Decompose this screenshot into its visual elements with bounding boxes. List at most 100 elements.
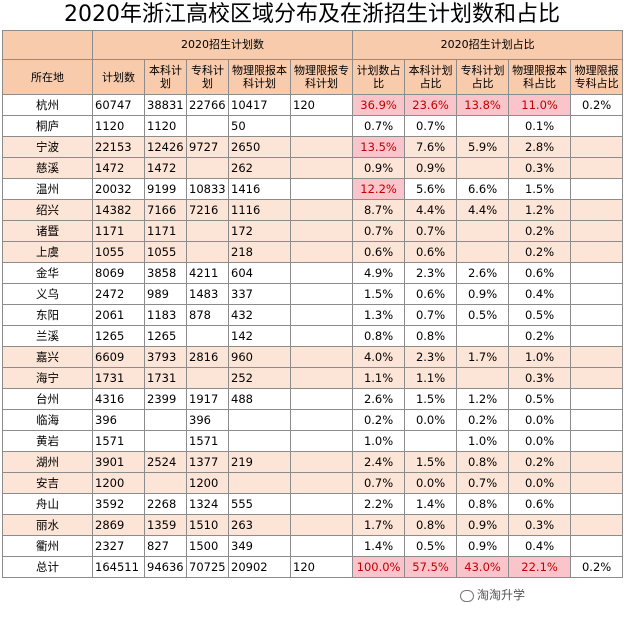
phys-ug-cell: 960 [228,346,291,368]
phys-ug-cell: 349 [228,535,291,557]
ug-ratio-cell: 5.6% [404,178,458,200]
table-row: 金华 8069 3858 4211 604 4.9% 2.3% 2.6% 0.6% [2,262,624,284]
phys-col-ratio-cell [570,451,624,473]
header-college: 专科计划 [186,59,229,95]
total-ratio-cell: 4.9% [352,262,406,284]
total-cell: 3592 [92,493,145,515]
header-phys-col: 物理限报专科计划 [289,59,354,95]
table-row: 杭州 60747 38831 22766 10417 120 36.9% 23.6% 13.8%… [2,94,624,116]
college-cell: 22766 [186,94,229,116]
table-row: 总计 164511 94636 70725 20902 120 100.0% 57.5% 43.… [2,556,624,578]
city-cell: 绍兴 [2,199,93,221]
phys-col-cell [289,241,354,263]
phys-ug-cell: 50 [228,115,291,137]
phys-col-ratio-cell [570,283,624,305]
city-cell: 杭州 [2,94,93,116]
col-ratio-cell: 0.2% [456,409,510,431]
phys-ug-ratio-cell: 0.5% [508,388,572,410]
total-cell: 60747 [92,94,145,116]
phys-col-cell [289,115,354,137]
phys-ug-ratio-cell: 0.0% [508,472,572,494]
college-cell [186,115,229,137]
college-cell: 1500 [186,535,229,557]
total-ratio-cell: 0.7% [352,115,406,137]
phys-col-ratio-cell [570,115,624,137]
col-ratio-cell: 13.8% [456,94,510,116]
phys-col-ratio-cell [570,325,624,347]
undergrad-cell: 7166 [144,199,187,221]
undergrad-cell: 38831 [144,94,187,116]
phys-col-cell [289,157,354,179]
city-cell: 兰溪 [2,325,93,347]
city-cell: 丽水 [2,514,93,536]
total-ratio-cell: 0.2% [352,409,406,431]
phys-col-ratio-cell [570,535,624,557]
phys-ug-cell: 488 [228,388,291,410]
college-cell: 10833 [186,178,229,200]
phys-ug-cell: 604 [228,262,291,284]
total-cell: 2327 [92,535,145,557]
total-cell: 14382 [92,199,145,221]
table-row: 衢州 2327 827 1500 349 1.4% 0.5% 0.9% 0.4% [2,535,624,557]
phys-col-ratio-cell [570,241,624,263]
table-row: 湖州 3901 2524 1377 219 2.4% 1.5% 0.8% 0.2% [2,451,624,473]
city-cell: 上虞 [2,241,93,263]
phys-ug-ratio-cell: 1.0% [508,346,572,368]
college-cell: 4211 [186,262,229,284]
table-title: 2020年浙江高校区域分布及在浙招生计划数和占比 [64,2,560,27]
ug-ratio-cell: 0.9% [404,157,458,179]
city-cell: 嘉兴 [2,346,93,368]
col-ratio-cell: 6.6% [456,178,510,200]
phys-ug-cell: 219 [228,451,291,473]
col-ratio-cell [456,241,510,263]
header-total: 计划数 [92,59,145,95]
table-row: 诸暨 1171 1171 172 0.7% 0.7% 0.2% [2,220,624,242]
phys-ug-ratio-cell: 11.0% [508,94,572,116]
phys-col-ratio-cell [570,409,624,431]
ug-ratio-cell: 0.8% [404,325,458,347]
college-cell: 9727 [186,136,229,158]
total-ratio-cell: 12.2% [352,178,406,200]
phys-col-cell [289,178,354,200]
college-cell: 1571 [186,430,229,452]
total-cell: 2472 [92,283,145,305]
phys-col-ratio-cell: 0.2% [570,556,624,578]
phys-col-ratio-cell [570,514,624,536]
table-row: 嘉兴 6609 3793 2816 960 4.0% 2.3% 1.7% 1.0% [2,346,624,368]
phys-ug-cell [228,472,291,494]
college-cell [186,367,229,389]
phys-ug-ratio-cell: 0.4% [508,535,572,557]
undergrad-cell: 827 [144,535,187,557]
phys-ug-ratio-cell: 0.4% [508,283,572,305]
total-ratio-cell: 1.7% [352,514,406,536]
total-cell: 1120 [92,115,145,137]
table-row: 舟山 3592 2268 1324 555 2.2% 1.4% 0.8% 0.6% [2,493,624,515]
col-ratio-cell [456,325,510,347]
city-cell: 诸暨 [2,220,93,242]
phys-ug-cell: 1116 [228,199,291,221]
phys-col-cell [289,136,354,158]
ug-ratio-cell: 7.6% [404,136,458,158]
undergrad-cell: 2268 [144,493,187,515]
college-cell: 1200 [186,472,229,494]
college-cell [186,220,229,242]
phys-ug-cell: 142 [228,325,291,347]
col-ratio-cell: 0.7% [456,472,510,494]
undergrad-cell: 1472 [144,157,187,179]
phys-col-ratio-cell [570,304,624,326]
phys-col-cell [289,451,354,473]
ug-ratio-cell: 1.4% [404,493,458,515]
phys-ug-cell: 172 [228,220,291,242]
table-row: 慈溪 1472 1472 262 0.9% 0.9% 0.3% [2,157,624,179]
college-cell: 70725 [186,556,229,578]
ug-ratio-cell: 0.7% [404,220,458,242]
total-ratio-cell: 0.9% [352,157,406,179]
college-cell: 7216 [186,199,229,221]
phys-col-cell [289,304,354,326]
total-cell: 4316 [92,388,145,410]
undergrad-cell: 3793 [144,346,187,368]
table-row: 东阳 2061 1183 878 432 1.3% 0.7% 0.5% 0.5% [2,304,624,326]
phys-ug-ratio-cell: 0.6% [508,262,572,284]
header-undergrad: 本科计划 [144,59,187,95]
col-ratio-cell: 43.0% [456,556,510,578]
